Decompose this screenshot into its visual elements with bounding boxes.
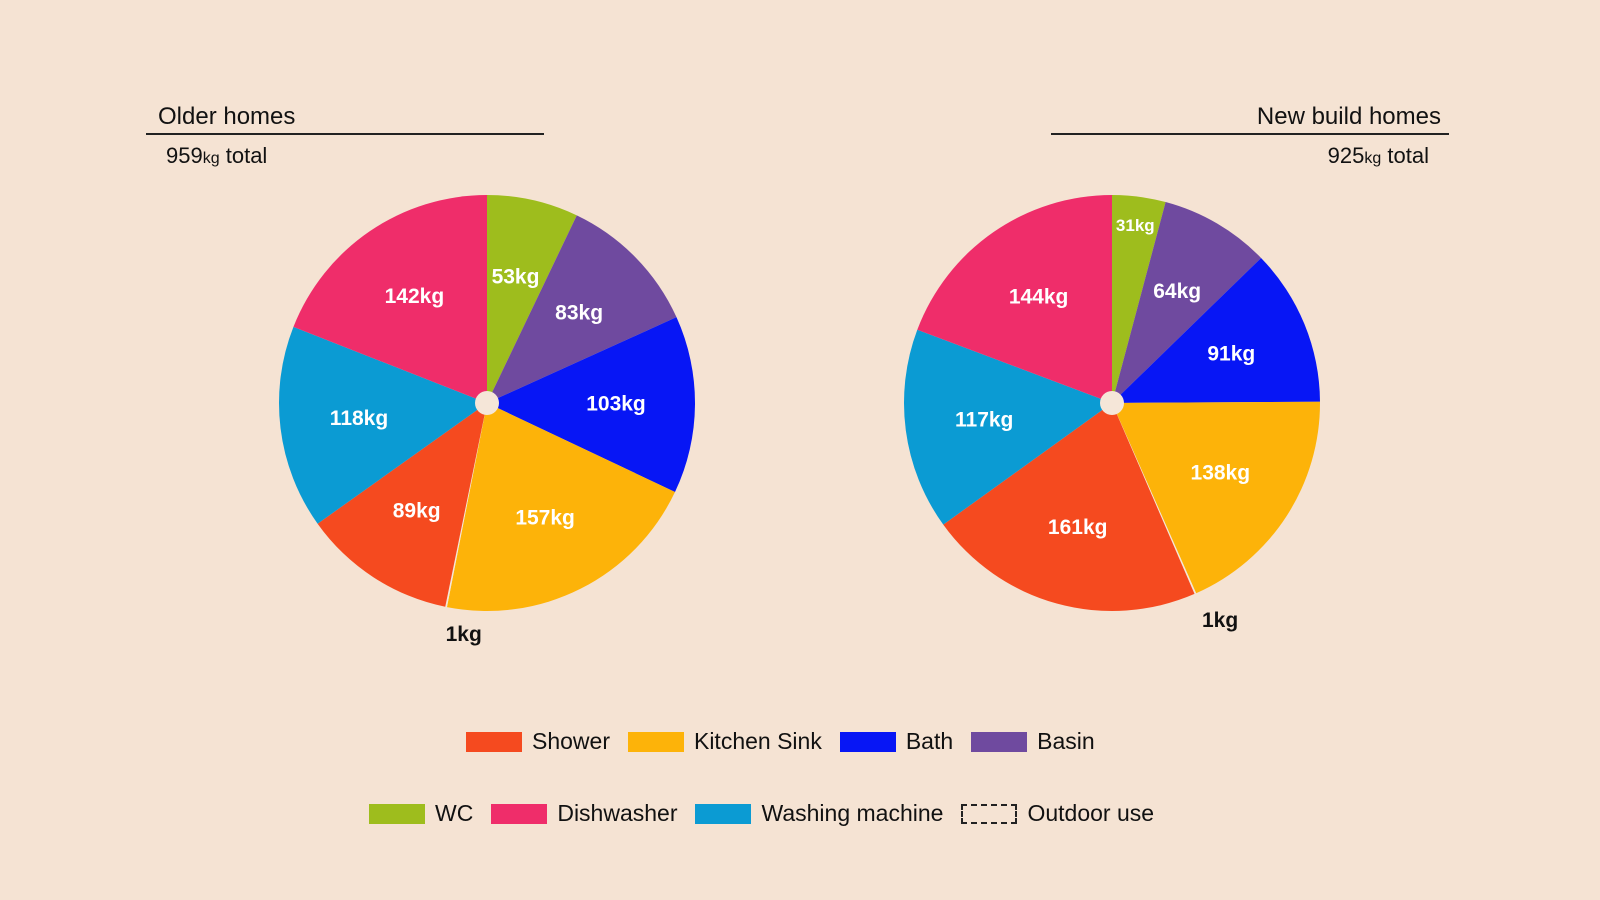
newbuild-slice-washing bbox=[903, 329, 1112, 525]
older-slice-kitchen bbox=[446, 403, 675, 611]
new-build-title: New build homes bbox=[1256, 103, 1441, 130]
new-build-total: 925kg total bbox=[1051, 143, 1449, 169]
legend-label-bath: Bath bbox=[905, 728, 954, 754]
older-label-wc: 53kg bbox=[492, 266, 540, 289]
legend-label-dishwasher: Dishwasher bbox=[557, 800, 678, 826]
legend-label-washing: Washing machine bbox=[761, 800, 944, 826]
legend-item-outdoor: Outdoor use bbox=[961, 800, 1154, 827]
older-label-kitchen: 157kg bbox=[515, 507, 575, 530]
older-slice-washing bbox=[278, 326, 487, 524]
legend-swatch-outdoor bbox=[961, 803, 1018, 824]
newbuild-slice-dishwasher bbox=[917, 195, 1112, 403]
legend-label-shower: Shower bbox=[532, 728, 610, 754]
legend-item-washing: Washing machine bbox=[695, 800, 943, 827]
newbuild-label-shower: 161kg bbox=[1048, 516, 1108, 539]
legend-swatch-wc bbox=[369, 803, 425, 824]
older-label-bath: 103kg bbox=[586, 393, 646, 416]
legend-swatch-shower bbox=[466, 731, 522, 752]
older-homes-total-value: 959 bbox=[166, 143, 203, 168]
older-homes-total-unit: kg bbox=[202, 150, 220, 167]
newbuild-slice-wc bbox=[1112, 195, 1166, 403]
legend-item-shower: Shower bbox=[466, 728, 610, 755]
older-homes-rule bbox=[146, 133, 544, 135]
older-label-basin: 83kg bbox=[555, 301, 603, 324]
legend-swatch-dishwasher bbox=[491, 803, 548, 824]
newbuild-label-kitchen: 138kg bbox=[1191, 462, 1251, 485]
new-build-pie: 31kg 64kg 91kg 138kg 1kg 161kg 117kg 144kg bbox=[903, 195, 1321, 632]
legend-label-wc: WC bbox=[435, 800, 474, 826]
newbuild-slice-basin bbox=[1112, 202, 1262, 403]
newbuild-slice-kitchen bbox=[1112, 401, 1321, 594]
legend-item-kitchen: Kitchen Sink bbox=[627, 728, 822, 755]
newbuild-label-basin: 64kg bbox=[1153, 280, 1201, 303]
newbuild-slice-outdoor bbox=[1112, 403, 1197, 594]
older-slice-dishwasher bbox=[293, 195, 487, 403]
older-label-shower: 89kg bbox=[393, 500, 441, 523]
legend-swatch-washing bbox=[695, 803, 752, 824]
legend-item-bath: Bath bbox=[839, 728, 954, 755]
legend-label-kitchen: Kitchen Sink bbox=[693, 728, 822, 754]
legend-label-basin: Basin bbox=[1037, 728, 1095, 754]
legend-swatch-kitchen bbox=[627, 731, 684, 752]
newbuild-label-bath: 91kg bbox=[1207, 343, 1255, 366]
older-homes-title: Older homes bbox=[158, 103, 296, 130]
older-homes-pie: 53kg 83kg 103kg 157kg 1kg 89kg 118kg 142kg bbox=[278, 195, 696, 646]
older-homes-total-suffix: total bbox=[219, 143, 268, 168]
legend-swatch-basin bbox=[971, 731, 1028, 752]
older-homes-total: 959kg total bbox=[146, 143, 544, 169]
legend-item-wc: WC bbox=[369, 800, 473, 827]
older-label-outdoor: 1kg bbox=[446, 623, 482, 646]
older-slice-shower bbox=[317, 403, 487, 607]
newbuild-label-dishwasher: 144kg bbox=[1009, 286, 1069, 309]
legend-row-2: WC Dishwasher Washing machine Outdoor use bbox=[369, 800, 1172, 827]
older-center-dot bbox=[475, 391, 499, 415]
new-build-header: New build homes 925kg total bbox=[1051, 103, 1449, 169]
legend-label-outdoor: Outdoor use bbox=[1027, 800, 1155, 826]
legend-item-basin: Basin bbox=[971, 728, 1095, 755]
legend-row-1: Shower Kitchen Sink Bath Basin bbox=[466, 728, 1113, 755]
new-build-total-unit: kg bbox=[1364, 150, 1382, 167]
legend-swatch-bath bbox=[839, 731, 896, 752]
newbuild-slice-shower bbox=[943, 403, 1195, 612]
older-slice-outdoor bbox=[445, 403, 487, 608]
older-label-dishwasher: 142kg bbox=[385, 285, 445, 308]
older-slice-basin bbox=[487, 215, 677, 403]
older-homes-header: Older homes 959kg total bbox=[146, 103, 544, 169]
legend-item-dishwasher: Dishwasher bbox=[491, 800, 677, 827]
newbuild-center-dot bbox=[1100, 391, 1124, 415]
older-slice-bath bbox=[487, 317, 696, 493]
new-build-total-suffix: total bbox=[1381, 143, 1429, 168]
new-build-rule bbox=[1051, 133, 1449, 135]
new-build-total-value: 925 bbox=[1327, 143, 1365, 168]
older-label-washing: 118kg bbox=[330, 407, 388, 430]
newbuild-slice-bath bbox=[1112, 257, 1320, 403]
newbuild-label-wc: 31kg bbox=[1116, 216, 1155, 235]
newbuild-label-outdoor: 1kg bbox=[1202, 609, 1238, 632]
newbuild-label-washing: 117kg bbox=[955, 409, 1013, 432]
older-slice-wc bbox=[487, 195, 577, 403]
